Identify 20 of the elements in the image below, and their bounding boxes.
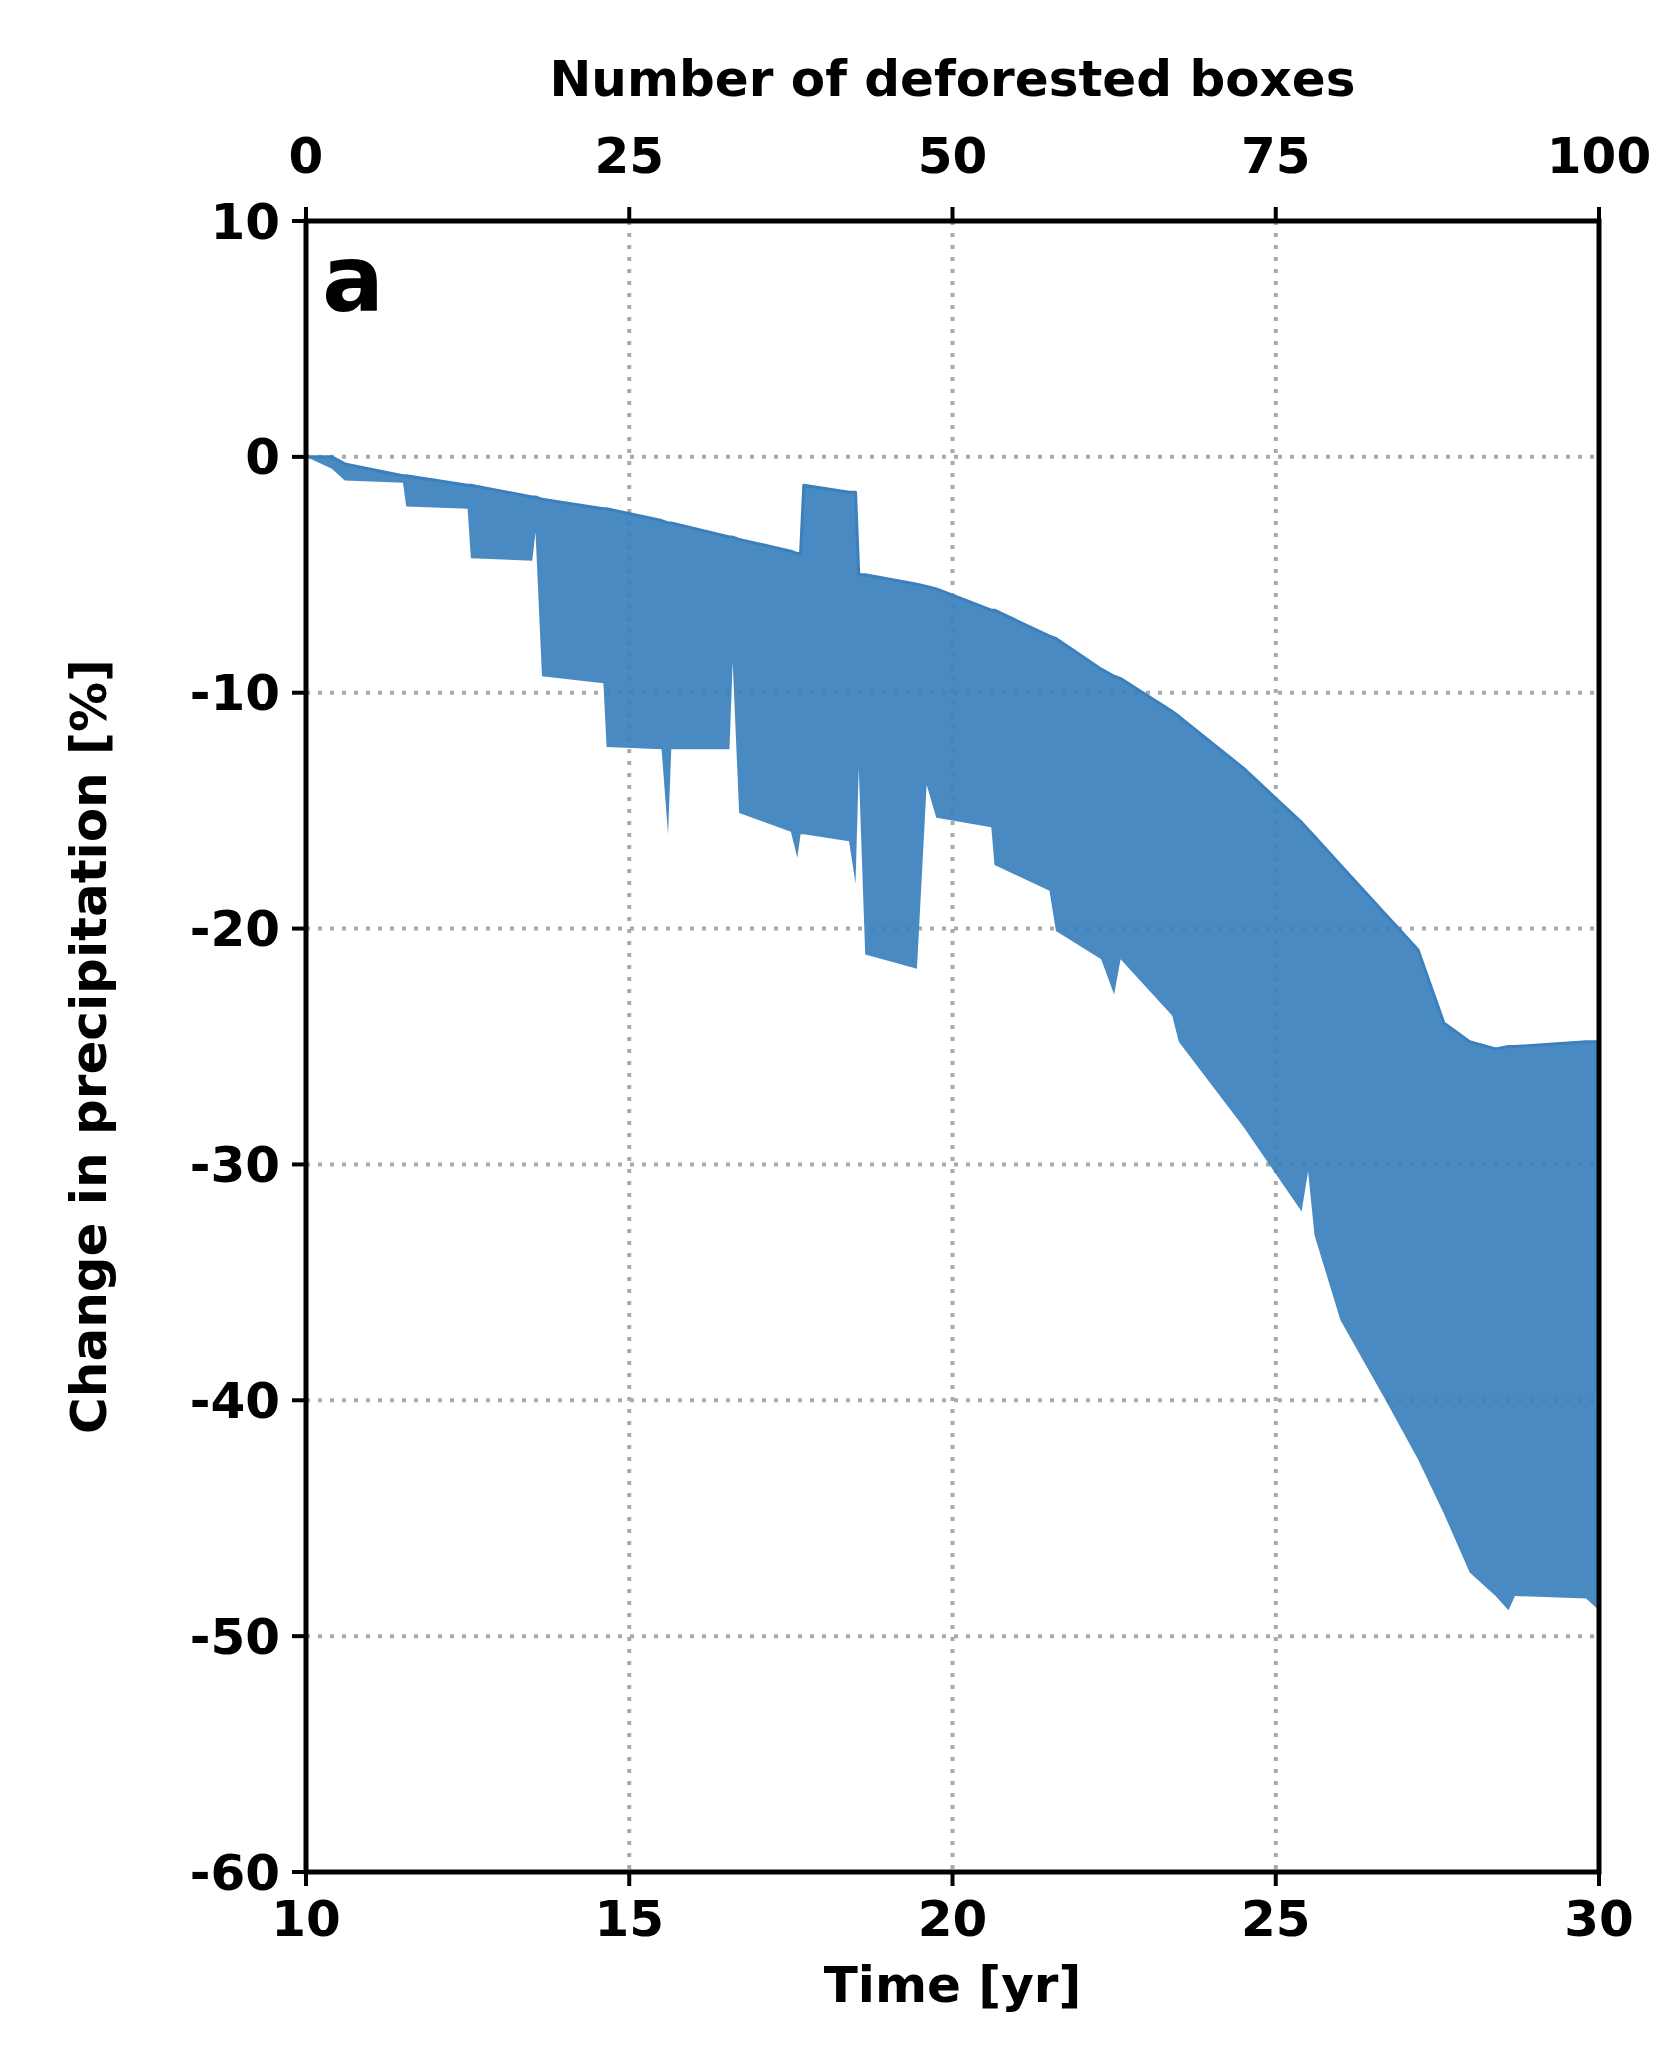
x-tick-label: 25 [1240,1890,1311,1948]
y-axis-title: Change in precipitation [%] [60,659,118,1434]
x2-tick-label: 75 [1240,127,1311,185]
x2-tick-label: 0 [288,127,324,185]
x2-tick-label: 50 [917,127,988,185]
y-tick-label: 0 [245,428,280,487]
x-tick-label: 15 [594,1890,665,1948]
x-axis-title: Time [yr] [823,1956,1082,2014]
x2-tick-label: 100 [1546,127,1652,185]
x-tick-label: 20 [917,1890,988,1948]
x2-tick-label: 25 [594,127,665,185]
y-tick-label: -30 [189,1135,280,1194]
y-tick-label: -10 [189,664,280,723]
x-tick-label: 30 [1564,1890,1634,1948]
y-tick-label: -50 [189,1607,280,1666]
y-tick-label: -20 [189,900,280,959]
y-tick-label: 10 [210,192,280,251]
x2-axis-title: Number of deforested boxes [549,50,1356,108]
annotation: a [322,226,385,333]
y-tick-label: -40 [189,1371,280,1430]
